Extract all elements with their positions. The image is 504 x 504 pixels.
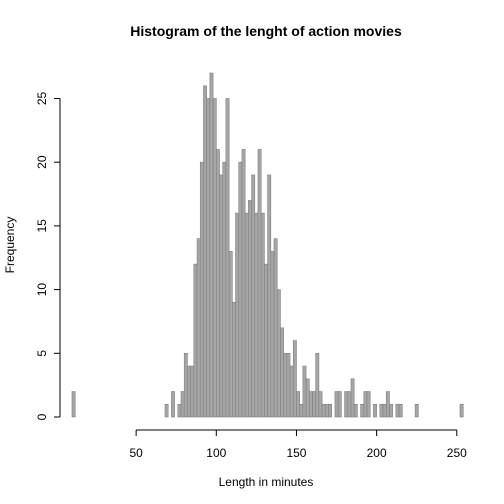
histogram-bar [296, 391, 300, 418]
histogram-bar [180, 391, 185, 418]
histogram-bar [212, 98, 217, 418]
histogram-bar [267, 174, 272, 418]
y-axis-label: Frequency [3, 217, 17, 274]
histogram-bar [299, 403, 304, 418]
chart-title: Histogram of the lenght of action movies [130, 23, 402, 39]
y-tick-label: 0 [35, 413, 49, 420]
histogram-bar [254, 212, 259, 418]
y-tick-label: 5 [35, 350, 49, 357]
histogram-bar [222, 161, 227, 418]
histogram-bar [193, 263, 198, 418]
histogram-bar [228, 251, 233, 418]
histogram-bar [206, 98, 211, 418]
x-tick-label: 200 [367, 446, 387, 460]
histogram-bar [353, 403, 358, 418]
histogram-bar [248, 200, 252, 418]
histogram-bar [325, 403, 329, 418]
histogram-bar [334, 391, 339, 418]
histogram-bar [321, 403, 326, 418]
histogram-bar [318, 391, 323, 418]
y-tick-label: 15 [35, 219, 49, 233]
histogram-bar [209, 72, 214, 418]
histogram-bar [308, 391, 313, 418]
histogram-bar [187, 365, 191, 418]
histogram-bar [196, 238, 201, 418]
histogram-bar [71, 391, 76, 418]
histogram-bar [164, 403, 169, 418]
x-tick-label: 250 [447, 446, 467, 460]
histogram-bar [177, 403, 182, 418]
x-axis-label: Length in minutes [219, 475, 314, 489]
histogram-bar [190, 365, 195, 418]
histogram-bar [276, 289, 281, 418]
histogram-bar [238, 161, 243, 418]
histogram-bar [216, 149, 220, 418]
histogram-bar [280, 327, 284, 418]
histogram-bar [183, 352, 188, 418]
histogram-bar [235, 212, 240, 418]
histogram-bar [315, 352, 320, 418]
histogram-bar [389, 403, 393, 418]
histogram-bar [363, 391, 368, 418]
x-tick-label: 100 [206, 446, 226, 460]
histogram-bar [350, 378, 355, 418]
histogram-bar [302, 365, 307, 418]
histogram-bar [286, 352, 291, 418]
histogram-bar [398, 403, 403, 418]
histogram-bar [203, 85, 207, 418]
bars-group [71, 72, 464, 418]
histogram-bar [283, 352, 288, 418]
y-tick-label: 20 [35, 155, 49, 169]
histogram-bar [366, 391, 371, 418]
histogram-bar [241, 149, 246, 418]
histogram-bar [257, 149, 262, 418]
y-axis: 0 5 10 15 20 25 [35, 91, 61, 420]
histogram-bar [225, 98, 230, 418]
histogram-bar [273, 238, 278, 418]
histogram-bar [232, 302, 236, 418]
histogram-bar [385, 391, 390, 418]
histogram-bar [260, 212, 265, 418]
histogram-bar [292, 340, 297, 418]
histogram-bar [328, 403, 333, 418]
histogram-bar [379, 403, 384, 418]
histogram-bar [382, 403, 387, 418]
y-tick-label: 10 [35, 283, 49, 297]
histogram-bar [264, 263, 268, 418]
histogram-bar [414, 403, 419, 418]
histogram-bar [312, 391, 317, 418]
x-tick-label: 150 [286, 446, 306, 460]
histogram-bar [360, 403, 365, 418]
x-axis: 50 100 150 200 250 [129, 429, 467, 460]
y-tick-label: 25 [35, 91, 49, 105]
histogram-bar [171, 391, 175, 418]
histogram-bar [199, 161, 204, 418]
histogram-bar [305, 378, 310, 418]
histogram-bar [337, 391, 342, 418]
histogram-bar [289, 365, 294, 418]
histogram-bar [219, 174, 224, 418]
histogram-bar [395, 403, 400, 418]
histogram-bar [347, 391, 352, 418]
x-tick-label: 50 [129, 446, 143, 460]
histogram-bar [270, 251, 275, 418]
histogram-bar [459, 403, 464, 418]
histogram-bar [244, 212, 249, 418]
histogram-bar [251, 174, 256, 418]
histogram-bar [344, 391, 349, 418]
histogram-bar [373, 403, 377, 418]
